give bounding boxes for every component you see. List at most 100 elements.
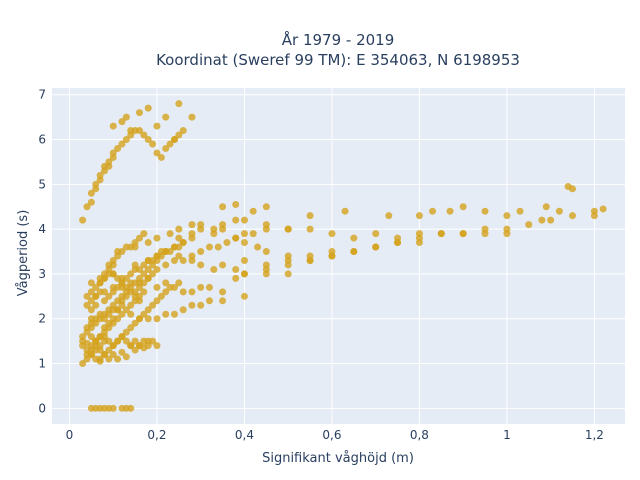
scatter-point	[118, 279, 126, 287]
scatter-point	[157, 292, 165, 300]
scatter-point	[232, 265, 240, 273]
y-tick-label: 7	[38, 88, 46, 102]
scatter-point	[127, 342, 135, 350]
scatter-point	[372, 243, 380, 251]
scatter-point	[144, 239, 152, 247]
scatter-point	[149, 270, 157, 278]
scatter-point	[114, 315, 122, 323]
scatter-point	[328, 252, 336, 260]
x-tick-label: 0	[66, 428, 74, 442]
scatter-point	[127, 310, 135, 318]
scatter-point	[153, 265, 161, 273]
scatter-point	[96, 355, 104, 363]
scatter-point	[109, 319, 117, 327]
scatter-point	[262, 225, 270, 233]
scatter-point	[240, 256, 248, 264]
scatter-point	[162, 288, 170, 296]
scatter-point	[205, 297, 213, 305]
scatter-point	[162, 310, 170, 318]
scatter-point	[175, 234, 183, 242]
scatter-point	[197, 221, 205, 229]
scatter-point	[232, 200, 240, 208]
scatter-point	[131, 279, 139, 287]
scatter-point	[100, 351, 108, 359]
scatter-point	[118, 333, 126, 341]
scatter-point	[538, 216, 546, 224]
chart-title-line-2: Koordinat (Sweref 99 TM): E 354063, N 61…	[156, 51, 520, 69]
scatter-point	[127, 288, 135, 296]
scatter-point	[105, 158, 113, 166]
scatter-point	[122, 113, 130, 121]
scatter-point	[122, 328, 130, 336]
scatter-point	[162, 261, 170, 269]
scatter-point	[96, 342, 104, 350]
scatter-point	[175, 225, 183, 233]
x-tick-label: 0,6	[322, 428, 341, 442]
scatter-point	[114, 337, 122, 345]
scatter-point	[350, 248, 358, 256]
scatter-point	[179, 306, 187, 314]
scatter-point	[429, 207, 437, 215]
scatter-point	[170, 256, 178, 264]
scatter-point	[564, 183, 572, 191]
scatter-point	[83, 346, 91, 354]
scatter-point	[87, 333, 95, 341]
scatter-point	[87, 279, 95, 287]
scatter-point	[219, 261, 227, 269]
scatter-point	[92, 292, 100, 300]
scatter-point	[219, 203, 227, 211]
scatter-point	[109, 404, 117, 412]
scatter-point	[100, 333, 108, 341]
scatter-point	[87, 189, 95, 197]
scatter-point	[140, 337, 148, 345]
scatter-point	[394, 239, 402, 247]
scatter-point	[175, 252, 183, 260]
scatter-point	[92, 283, 100, 291]
scatter-point	[306, 212, 314, 220]
scatter-point	[135, 315, 143, 323]
scatter-point	[100, 297, 108, 305]
scatter-point	[140, 230, 148, 238]
scatter-point	[188, 113, 196, 121]
scatter-point	[135, 265, 143, 273]
scatter-point	[240, 230, 248, 238]
scatter-point	[114, 306, 122, 314]
scatter-point	[135, 342, 143, 350]
scatter-point	[96, 279, 104, 287]
scatter-point	[79, 216, 87, 224]
scatter-point	[188, 252, 196, 260]
scatter-point	[385, 212, 393, 220]
scatter-point	[96, 288, 104, 296]
scatter-point	[240, 270, 248, 278]
scatter-point	[105, 306, 113, 314]
scatter-point	[481, 207, 489, 215]
scatter-point	[240, 292, 248, 300]
scatter-point	[262, 265, 270, 273]
scatter-point	[105, 355, 113, 363]
scatter-point	[415, 234, 423, 242]
scatter-point	[109, 149, 117, 157]
chart-title-line-1: År 1979 - 2019	[282, 30, 395, 49]
scatter-point	[109, 256, 117, 264]
scatter-point	[100, 310, 108, 318]
scatter-point	[197, 301, 205, 309]
scatter-point	[210, 265, 218, 273]
scatter-point	[232, 234, 240, 242]
scatter-point	[149, 140, 157, 148]
scatter-point	[109, 301, 117, 309]
scatter-point	[481, 225, 489, 233]
scatter-point	[525, 221, 533, 229]
scatter-point	[179, 127, 187, 135]
scatter-point	[135, 274, 143, 282]
scatter-point	[166, 283, 174, 291]
x-tick-label: 1	[503, 428, 511, 442]
y-tick-label: 0	[38, 401, 46, 415]
scatter-point	[144, 306, 152, 314]
scatter-point	[153, 297, 161, 305]
scatter-point	[503, 212, 511, 220]
scatter-point	[109, 288, 117, 296]
scatter-point	[140, 131, 148, 139]
scatter-point	[144, 274, 152, 282]
scatter-point	[140, 261, 148, 269]
scatter-point	[118, 118, 126, 126]
